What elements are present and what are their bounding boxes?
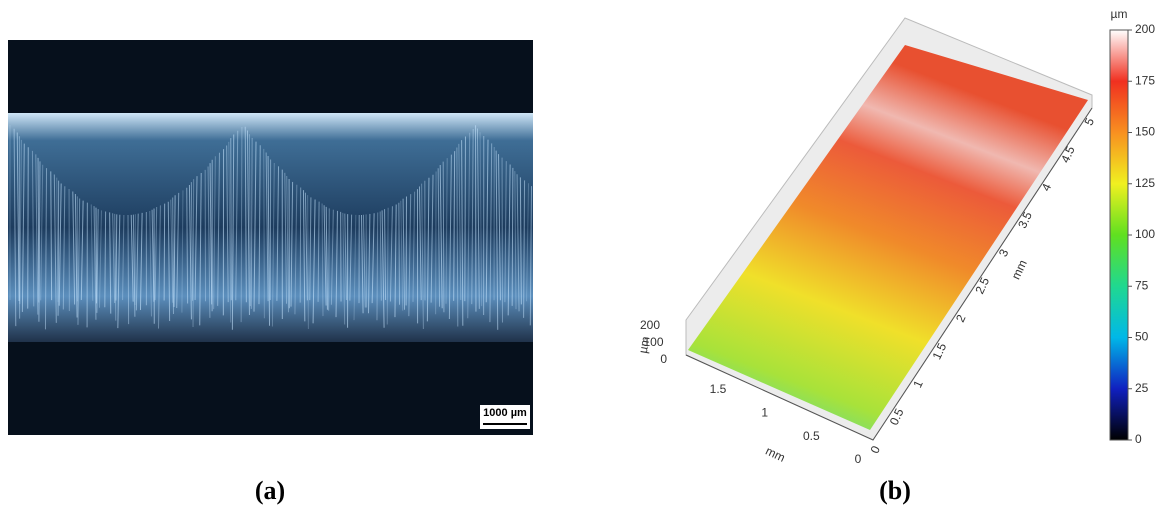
colorbar-tick-label: 25: [1135, 381, 1149, 395]
streak: [264, 149, 265, 318]
axis-tick-label: 0.5: [803, 429, 820, 443]
streak: [28, 147, 29, 308]
colorbar-tick-label: 75: [1135, 278, 1149, 292]
axis-tick-label: 1: [761, 406, 768, 420]
streak: [193, 179, 194, 327]
streak: [96, 208, 97, 304]
axis-tick-label: 3: [996, 247, 1012, 259]
colorbar-tick-label: 150: [1135, 125, 1155, 139]
axis-tick-label: 2: [953, 312, 969, 324]
streak: [58, 181, 59, 316]
x-axis-label: mm: [763, 444, 787, 465]
streak: [399, 203, 400, 305]
axis-tick-label: 1.5: [710, 382, 727, 396]
streak: [512, 168, 513, 306]
colorbar-tick-label: 175: [1135, 73, 1155, 87]
streak: [329, 208, 330, 310]
axis-tick-label: 200: [640, 318, 660, 332]
axis-tick-label: 100: [643, 335, 663, 349]
axis-tick-label: 0: [660, 352, 667, 366]
colorbar-tick-label: 50: [1135, 330, 1149, 344]
colorbar: [1110, 30, 1128, 440]
streak: [231, 138, 232, 300]
axis-tick-label: 0: [867, 443, 883, 455]
colorbar-tick-label: 200: [1135, 22, 1155, 36]
colorbar-unit: µm: [1111, 7, 1128, 21]
streak: [128, 215, 129, 324]
axis-tick-label: 4: [1039, 181, 1055, 193]
colorbar-tick-label: 0: [1135, 432, 1142, 446]
panel-label: (a): [255, 476, 285, 505]
streak: [465, 136, 466, 301]
axis-tick-label: 5: [1081, 115, 1097, 127]
panel-label: (b): [879, 476, 911, 505]
axis-tick-label: 0: [855, 452, 862, 466]
scale-bar-label: 1000 µm: [483, 407, 527, 419]
y-axis-label: mm: [1009, 258, 1030, 282]
colorbar-tick-label: 100: [1135, 227, 1155, 241]
axis-tick-label: 1: [910, 378, 926, 390]
streak: [164, 204, 165, 301]
colorbar-tick-label: 125: [1135, 176, 1155, 190]
